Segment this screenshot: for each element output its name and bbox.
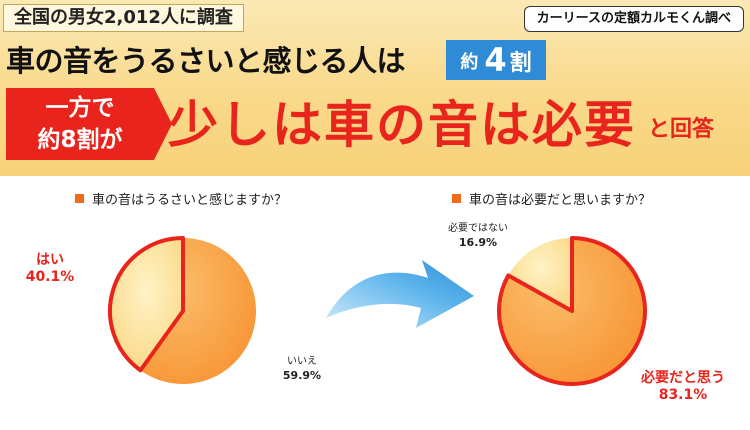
survey-tag: 全国の男女2,012人に調査 xyxy=(3,4,244,32)
chart1-label-no-name: いいえ xyxy=(287,356,317,367)
badge-approx: 約 xyxy=(460,52,479,73)
chart1-label-no: いいえ 59.9% xyxy=(272,355,332,383)
badge-suffix: 割 xyxy=(509,51,532,76)
pie2-slice-1 xyxy=(497,236,647,386)
chart2-label-needed-value: 83.1% xyxy=(658,387,708,403)
pie1-slice-0 xyxy=(108,236,185,373)
pie2-slice-0 xyxy=(508,238,572,311)
highlight-tail: と回答 xyxy=(648,117,715,142)
pie-chart-2 xyxy=(497,236,647,386)
chart1-label-yes-name: はい xyxy=(36,252,64,268)
pie-chart-1 xyxy=(108,236,256,384)
chart2-label-not-needed-value: 16.9% xyxy=(458,236,498,249)
red-tag-pointer xyxy=(154,88,172,160)
chart2-title: 車の音は必要だと思いますか？ xyxy=(452,191,651,211)
highlight-text: 少しは車の音は必要 xyxy=(168,96,636,154)
chart1-label-yes: はい 40.1% xyxy=(22,252,78,286)
red-tag: 一方で 約8割が xyxy=(6,88,154,160)
red-tag-line1: 一方で xyxy=(45,95,115,121)
pie1-slice-1 xyxy=(140,238,256,384)
chart1-label-yes-value: 40.1% xyxy=(25,269,75,285)
chart2-label-needed: 必要だと思う 83.1% xyxy=(628,370,738,404)
chart2-label-not-needed: 必要ではない 16.9% xyxy=(440,222,516,250)
badge-value: 4 xyxy=(484,41,507,79)
chart1-label-no-value: 59.9% xyxy=(282,369,322,382)
square-bullet-icon xyxy=(75,194,84,203)
square-bullet-icon xyxy=(452,194,461,203)
chart2-label-needed-name: 必要だと思う xyxy=(641,370,725,386)
source-tag: カーリースの定額カルモくん調べ xyxy=(523,6,744,32)
chart2-title-text: 車の音は必要だと思いますか？ xyxy=(469,193,652,208)
curved-arrow-right-icon xyxy=(326,260,474,328)
chart1-title: 車の音はうるさいと感じますか？ xyxy=(75,191,287,211)
chart2-label-not-needed-name: 必要ではない xyxy=(448,223,508,234)
chart1-title-text: 車の音はうるさいと感じますか？ xyxy=(92,193,288,208)
headline: 車の音をうるさいと感じる人は xyxy=(6,44,406,78)
red-tag-line2: 約8割が xyxy=(37,127,123,153)
